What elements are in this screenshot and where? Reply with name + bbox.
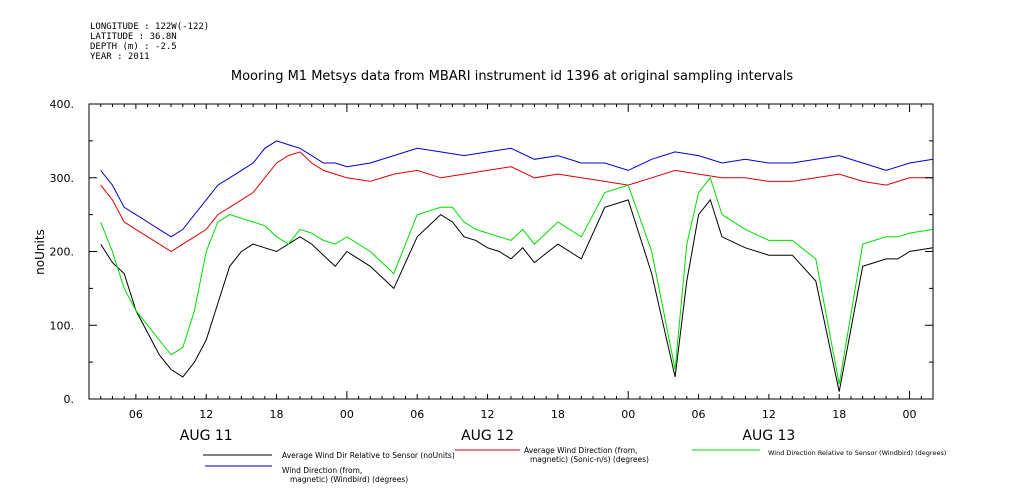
- series-line-3: [100, 140, 934, 238]
- x-hour-label: 12: [762, 408, 776, 421]
- x-hour-label: 06: [692, 408, 706, 421]
- chart-title: Mooring M1 Metsys data from MBARI instru…: [231, 69, 793, 84]
- metadata-block: LONGITUDE : 122W(-122) LATITUDE : 36.8N …: [90, 22, 209, 62]
- x-hour-label: 12: [199, 408, 213, 421]
- series-layer: [100, 140, 934, 392]
- x-hour-label: 06: [129, 408, 143, 421]
- legend-label-red-line2: magnetic) (Sonic-n/s) (degrees): [530, 455, 649, 464]
- y-tick-label: 100.: [50, 319, 75, 332]
- x-hour-label: 18: [551, 408, 565, 421]
- axes-layer: 0. 100. 200. 300. 400. 06 12 18 00 06 12 18 00 06 12 18…: [50, 98, 934, 444]
- latitude-text: LATITUDE : 36.8N: [90, 32, 177, 42]
- year-text: YEAR : 2011: [90, 52, 150, 62]
- x-hour-label: 00: [621, 408, 635, 421]
- x-day-label: AUG 13: [742, 428, 795, 444]
- y-tick-label: 0.: [64, 393, 75, 406]
- legend-label-blue-line2: magnetic) (Windbird) (degrees): [290, 475, 408, 484]
- legend-label-blue-line1: Wind Direction (from,: [282, 466, 362, 475]
- y-axis-label: noUnits: [33, 229, 47, 275]
- series-line-2: [100, 176, 934, 385]
- x-day-label: AUG 11: [180, 428, 233, 444]
- legend-label-green: Wind Direction Relative to Sensor (Windb…: [768, 449, 946, 457]
- x-hour-label: 18: [270, 408, 284, 421]
- y-tick-label: 200.: [50, 246, 75, 259]
- y-tick-label: 400.: [50, 98, 75, 111]
- legend-label-red-line1: Average Wind Direction (from,: [524, 446, 637, 455]
- x-hour-label: 18: [832, 408, 846, 421]
- series-line-1: [100, 151, 933, 253]
- x-hour-label: 12: [481, 408, 495, 421]
- x-hour-label: 06: [410, 408, 424, 421]
- x-hour-label: 00: [903, 408, 917, 421]
- series-line-0: [100, 198, 934, 392]
- x-hour-label: 00: [340, 408, 354, 421]
- legend: Average Wind Dir Relative to Sensor (noU…: [203, 446, 946, 484]
- legend-label-black: Average Wind Dir Relative to Sensor (noU…: [282, 451, 455, 460]
- y-tick-label: 300.: [50, 172, 75, 185]
- longitude-text: LONGITUDE : 122W(-122): [90, 22, 210, 32]
- depth-text: DEPTH (m) : -2.5: [90, 42, 177, 52]
- x-day-label: AUG 12: [461, 428, 514, 444]
